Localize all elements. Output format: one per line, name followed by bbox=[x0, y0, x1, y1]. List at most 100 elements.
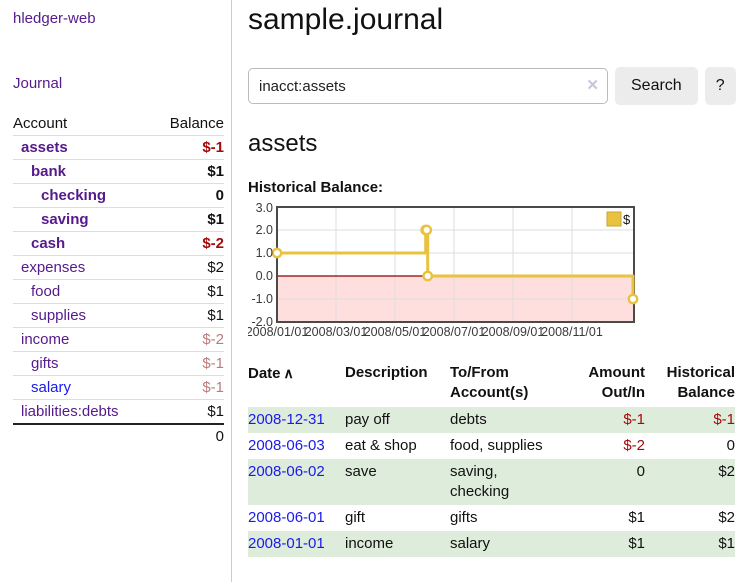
help-button[interactable]: ? bbox=[704, 67, 736, 105]
svg-text:1.0: 1.0 bbox=[256, 246, 273, 260]
sidebar: hledger-web Journal Account Balance asse… bbox=[0, 0, 232, 582]
account-link-checking[interactable]: checking bbox=[41, 187, 107, 204]
total-balance: 0 bbox=[145, 423, 224, 448]
transaction-accounts: salary bbox=[450, 531, 563, 557]
transaction-date-link[interactable]: 2008-12-31 bbox=[248, 411, 325, 428]
account-balance: $2 bbox=[145, 255, 224, 280]
svg-text:2008/11/01: 2008/11/01 bbox=[541, 325, 603, 339]
account-row-saving: saving $1 bbox=[13, 207, 224, 232]
svg-text:-2.0: -2.0 bbox=[251, 315, 273, 329]
account-link-liabilities-debts[interactable]: liabilities:debts bbox=[21, 403, 119, 420]
account-link-assets[interactable]: assets bbox=[21, 139, 68, 156]
account-link-supplies[interactable]: supplies bbox=[31, 307, 87, 324]
account-link-salary[interactable]: salary bbox=[31, 379, 72, 396]
transaction-description: save bbox=[345, 459, 450, 505]
account-link-income[interactable]: income bbox=[21, 331, 70, 348]
svg-text:2008/01/01: 2008/01/01 bbox=[248, 325, 308, 339]
register-table: Date ∧ Description To/From Account(s) Amou… bbox=[248, 361, 735, 557]
clear-search-icon[interactable]: ✕ bbox=[586, 77, 599, 94]
account-balance: $-1 bbox=[145, 135, 224, 160]
balance-column-header: Balance bbox=[169, 115, 224, 132]
accounts-table: Account Balance assets $-1 bank $1 check… bbox=[13, 112, 224, 448]
transaction-accounts: gifts bbox=[450, 509, 478, 526]
transaction-balance: 0 bbox=[726, 437, 735, 454]
transaction-date-link[interactable]: 2008-01-01 bbox=[248, 535, 325, 552]
transaction-accounts: saving, checking bbox=[450, 459, 563, 505]
account-column-header: Account bbox=[13, 115, 68, 132]
account-balance: $-2 bbox=[145, 231, 224, 256]
page-title: sample.journal bbox=[248, 3, 444, 36]
transaction-amount: $1 bbox=[563, 531, 645, 557]
account-link-expenses[interactable]: expenses bbox=[21, 259, 86, 276]
transaction-balance: $2 bbox=[718, 509, 735, 526]
account-row-checking: checking 0 bbox=[13, 183, 224, 208]
account-balance: $1 bbox=[145, 279, 224, 304]
account-link-food[interactable]: food bbox=[31, 283, 61, 300]
transaction-balance: $-1 bbox=[645, 407, 735, 433]
account-balance: 0 bbox=[145, 183, 224, 208]
svg-text:2008/05/01: 2008/05/01 bbox=[364, 325, 427, 339]
svg-text:2008/03/01: 2008/03/01 bbox=[305, 325, 368, 339]
transaction-description: eat & shop bbox=[345, 437, 417, 454]
transaction-accounts: food, supplies bbox=[450, 437, 543, 454]
sidebar-item-journal[interactable]: Journal bbox=[13, 75, 63, 92]
x-axis-labels: 2008/01/01 2008/03/01 2008/05/01 2008/07… bbox=[248, 325, 603, 339]
account-balance: $1 bbox=[145, 303, 224, 328]
account-row-bank: bank $1 bbox=[13, 159, 224, 184]
search-form: ✕ Search ? bbox=[248, 67, 742, 105]
account-row-liabilities-debts: liabilities:debts $1 bbox=[13, 399, 224, 424]
transaction-accounts: debts bbox=[450, 407, 563, 433]
account-row-cash: cash $-2 bbox=[13, 231, 224, 256]
account-link-cash[interactable]: cash bbox=[31, 235, 66, 252]
account-balance: $1 bbox=[145, 399, 224, 424]
data-points bbox=[271, 224, 639, 305]
legend-label: $ bbox=[623, 212, 631, 227]
transaction-row: 2008-06-02 save saving, checking 0 $2 bbox=[248, 459, 735, 505]
column-header-amount: Amount Out/In bbox=[588, 364, 645, 401]
transaction-amount: $-1 bbox=[563, 407, 645, 433]
account-row-supplies: supplies $1 bbox=[13, 303, 224, 328]
historical-balance-chart: $ 3.0 2.0 1.0 0.0 -1.0 -2.0 2008/01/01 2… bbox=[248, 201, 639, 339]
transaction-row: 2008-12-31 pay off debts $-1 $-1 bbox=[248, 407, 735, 433]
account-row-food: food $1 bbox=[13, 279, 224, 304]
y-axis-labels: 3.0 2.0 1.0 0.0 -1.0 -2.0 bbox=[251, 201, 273, 329]
search-button[interactable]: Search bbox=[615, 67, 698, 105]
account-balance: $1 bbox=[145, 207, 224, 232]
transaction-row: 2008-06-03 eat & shop food, supplies $-2… bbox=[248, 433, 735, 459]
accounts-header-row: Account Balance bbox=[13, 112, 224, 136]
accounts-total-row: 0 bbox=[13, 423, 224, 448]
account-balance: $-2 bbox=[145, 327, 224, 352]
account-balance: $-1 bbox=[145, 375, 224, 400]
account-balance: $1 bbox=[145, 159, 224, 184]
chart-title: Historical Balance: bbox=[248, 179, 384, 196]
svg-text:2008/07/01: 2008/07/01 bbox=[423, 325, 486, 339]
chart-border bbox=[276, 206, 635, 323]
search-input[interactable] bbox=[248, 68, 608, 104]
transaction-description: gift bbox=[345, 509, 366, 526]
transaction-balance: $1 bbox=[645, 531, 735, 557]
svg-text:0.0: 0.0 bbox=[256, 269, 273, 283]
transaction-row: 2008-01-01 income salary $1 $1 bbox=[248, 531, 735, 557]
column-header-description: Description bbox=[345, 364, 428, 381]
svg-text:2.0: 2.0 bbox=[256, 223, 273, 237]
transaction-date-link[interactable]: 2008-06-01 bbox=[248, 509, 325, 526]
app-brand-link[interactable]: hledger-web bbox=[13, 10, 96, 27]
transaction-description: income bbox=[345, 531, 450, 557]
account-row-income: income $-2 bbox=[13, 327, 224, 352]
account-row-assets: assets $-1 bbox=[13, 135, 224, 160]
column-header-date[interactable]: Date ∧ bbox=[248, 365, 294, 382]
account-link-saving[interactable]: saving bbox=[41, 211, 89, 228]
transaction-date-link[interactable]: 2008-06-03 bbox=[248, 437, 325, 454]
transaction-date-link[interactable]: 2008-06-02 bbox=[248, 463, 325, 480]
transaction-description: pay off bbox=[345, 407, 450, 433]
legend-swatch bbox=[606, 211, 622, 227]
column-header-balance: Historical Balance bbox=[666, 364, 735, 401]
main-content: sample.journal ✕ Search ? assets Histori… bbox=[248, 0, 742, 557]
transaction-amount: $1 bbox=[628, 509, 645, 526]
account-row-expenses: expenses $2 bbox=[13, 255, 224, 280]
account-link-bank[interactable]: bank bbox=[31, 163, 67, 180]
account-row-salary: salary $-1 bbox=[13, 375, 224, 400]
account-link-gifts[interactable]: gifts bbox=[31, 355, 59, 372]
sort-asc-icon: ∧ bbox=[283, 365, 294, 381]
account-row-gifts: gifts $-1 bbox=[13, 351, 224, 376]
